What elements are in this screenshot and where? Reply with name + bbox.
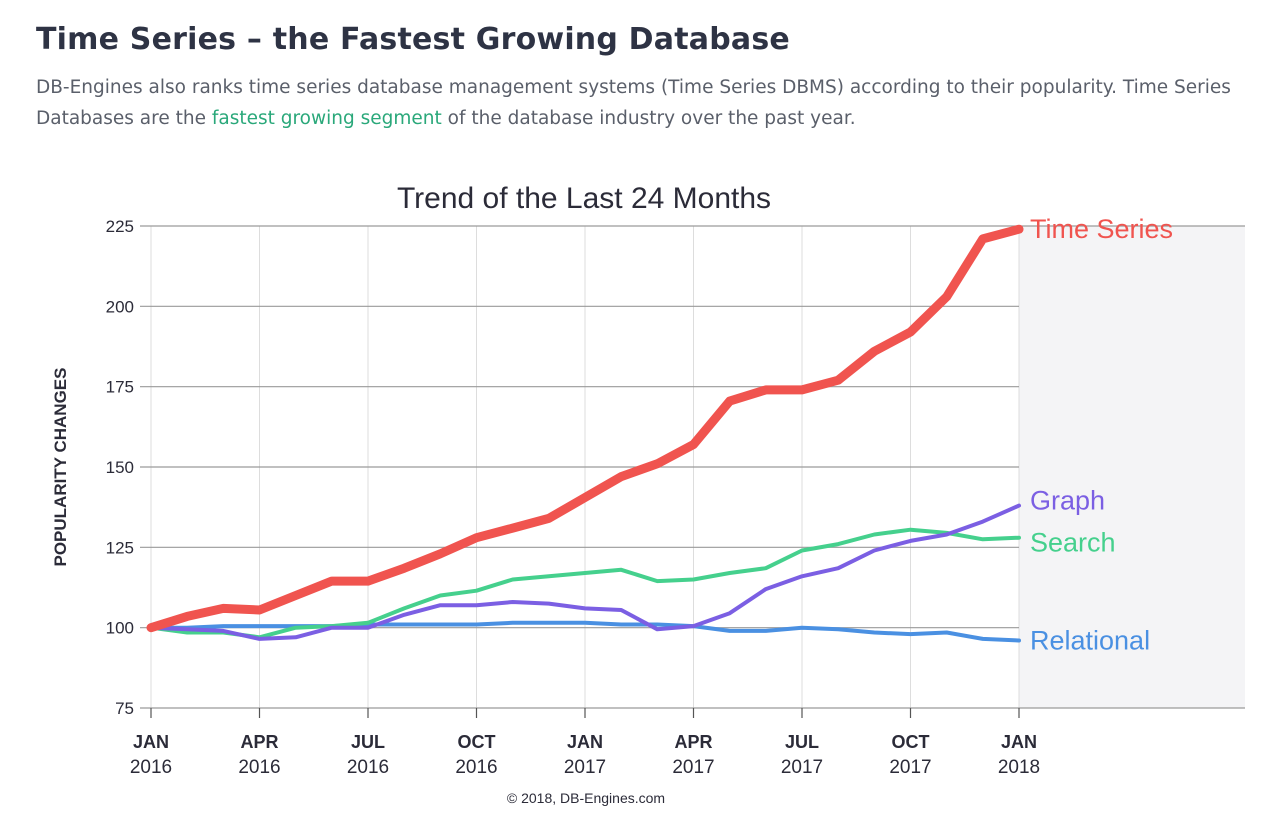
series-label-relational: Relational — [1030, 626, 1150, 656]
intro-paragraph: DB-Engines also ranks time series databa… — [36, 72, 1236, 134]
series-line-graph — [149, 503, 1021, 641]
y-axis-label: POPULARITY CHANGES — [51, 368, 70, 567]
series-line-search — [149, 527, 1021, 640]
y-axis-ticks: 75 100 125 150 175 200 225 — [106, 217, 134, 718]
x-tick-year: 2016 — [347, 757, 389, 778]
chart-title: Trend of the Last 24 Months — [397, 182, 771, 215]
y-tick-label: 100 — [106, 619, 134, 638]
x-tick-month: JAN — [133, 732, 169, 752]
x-tick-month: JUL — [785, 732, 819, 752]
intro-text-start: DB-Engines also ranks time series databa… — [36, 77, 1231, 129]
copyright-note: © 2018, DB-Engines.com — [507, 790, 665, 806]
series-labels: Relational Search Graph Time Series — [1030, 214, 1173, 655]
x-tick-year: 2016 — [455, 757, 497, 778]
fastest-growing-link[interactable]: fastest growing segment — [211, 108, 442, 129]
series-line-time-series — [146, 224, 1024, 633]
x-tick-year: 2018 — [998, 757, 1040, 778]
series-label-search: Search — [1030, 528, 1116, 558]
x-tick-month: APR — [240, 732, 278, 752]
y-tick-label: 200 — [106, 297, 134, 316]
x-axis-ticks: JAN 2016 APR 2016 JUL 2016 OCT 2016 JAN 2017 APR 20… — [130, 708, 1040, 778]
x-tick-month: JAN — [1001, 732, 1037, 752]
intro-text-end: of the database industry over the past y… — [441, 108, 856, 129]
x-tick-year: 2017 — [672, 757, 714, 778]
x-tick-year: 2017 — [781, 757, 823, 778]
y-tick-label: 75 — [115, 699, 134, 718]
x-tick-month: JUL — [351, 732, 385, 752]
x-tick-month: OCT — [458, 732, 496, 752]
y-tick-label: 225 — [106, 217, 134, 236]
x-tick-year: 2017 — [564, 757, 606, 778]
x-tick-year: 2016 — [130, 757, 172, 778]
series-lines — [146, 224, 1024, 643]
x-tick-month: JAN — [567, 732, 603, 752]
y-tick-label: 125 — [106, 538, 134, 557]
x-tick-month: APR — [674, 732, 712, 752]
page-title: Time Series – the Fastest Growing Databa… — [36, 22, 790, 57]
y-tick-label: 175 — [106, 378, 134, 397]
series-label-time-series: Time Series — [1030, 214, 1173, 244]
x-tick-month: OCT — [892, 732, 930, 752]
series-label-graph: Graph — [1030, 486, 1105, 516]
y-tick-label: 150 — [106, 458, 134, 477]
x-tick-year: 2016 — [238, 757, 280, 778]
x-tick-year: 2017 — [889, 757, 931, 778]
plot-shaded-extension — [1019, 226, 1245, 708]
